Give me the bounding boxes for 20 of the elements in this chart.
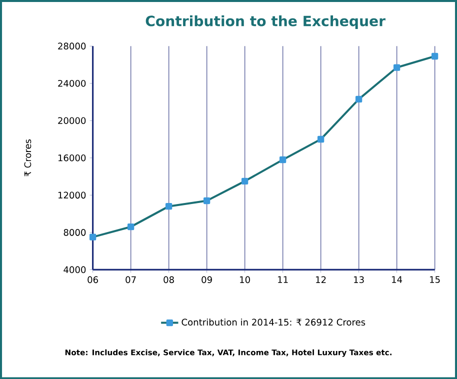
y-tick-label: 4000 [64, 266, 86, 273]
x-tick-label: 09 [202, 276, 212, 283]
x-tick-label: 07 [126, 276, 136, 283]
x-tick-label: 11 [278, 276, 288, 283]
x-tick-label: 14 [392, 276, 402, 283]
legend-label: Contribution in 2014-15: ₹ 26912 Crores [182, 318, 366, 326]
x-tick-label: 10 [240, 276, 250, 283]
y-tick-label: 12000 [58, 192, 86, 198]
x-tick-label: 06 [88, 276, 98, 283]
x-tick-label: 15 [430, 276, 440, 283]
y-tick-label: 8000 [64, 228, 86, 236]
y-tick-label: 20000 [58, 117, 86, 124]
y-tick-label: 16000 [58, 154, 86, 162]
chart-title: Contribution to the Exchequer [146, 15, 386, 29]
x-tick-label: 13 [354, 276, 364, 283]
y-tick-label: 28000 [58, 42, 86, 50]
y-axis-title: ₹ Crores [24, 139, 32, 176]
x-tick-label: 12 [316, 276, 326, 283]
x-tick-label: 08 [164, 276, 174, 283]
y-tick-label: 24000 [58, 80, 86, 87]
